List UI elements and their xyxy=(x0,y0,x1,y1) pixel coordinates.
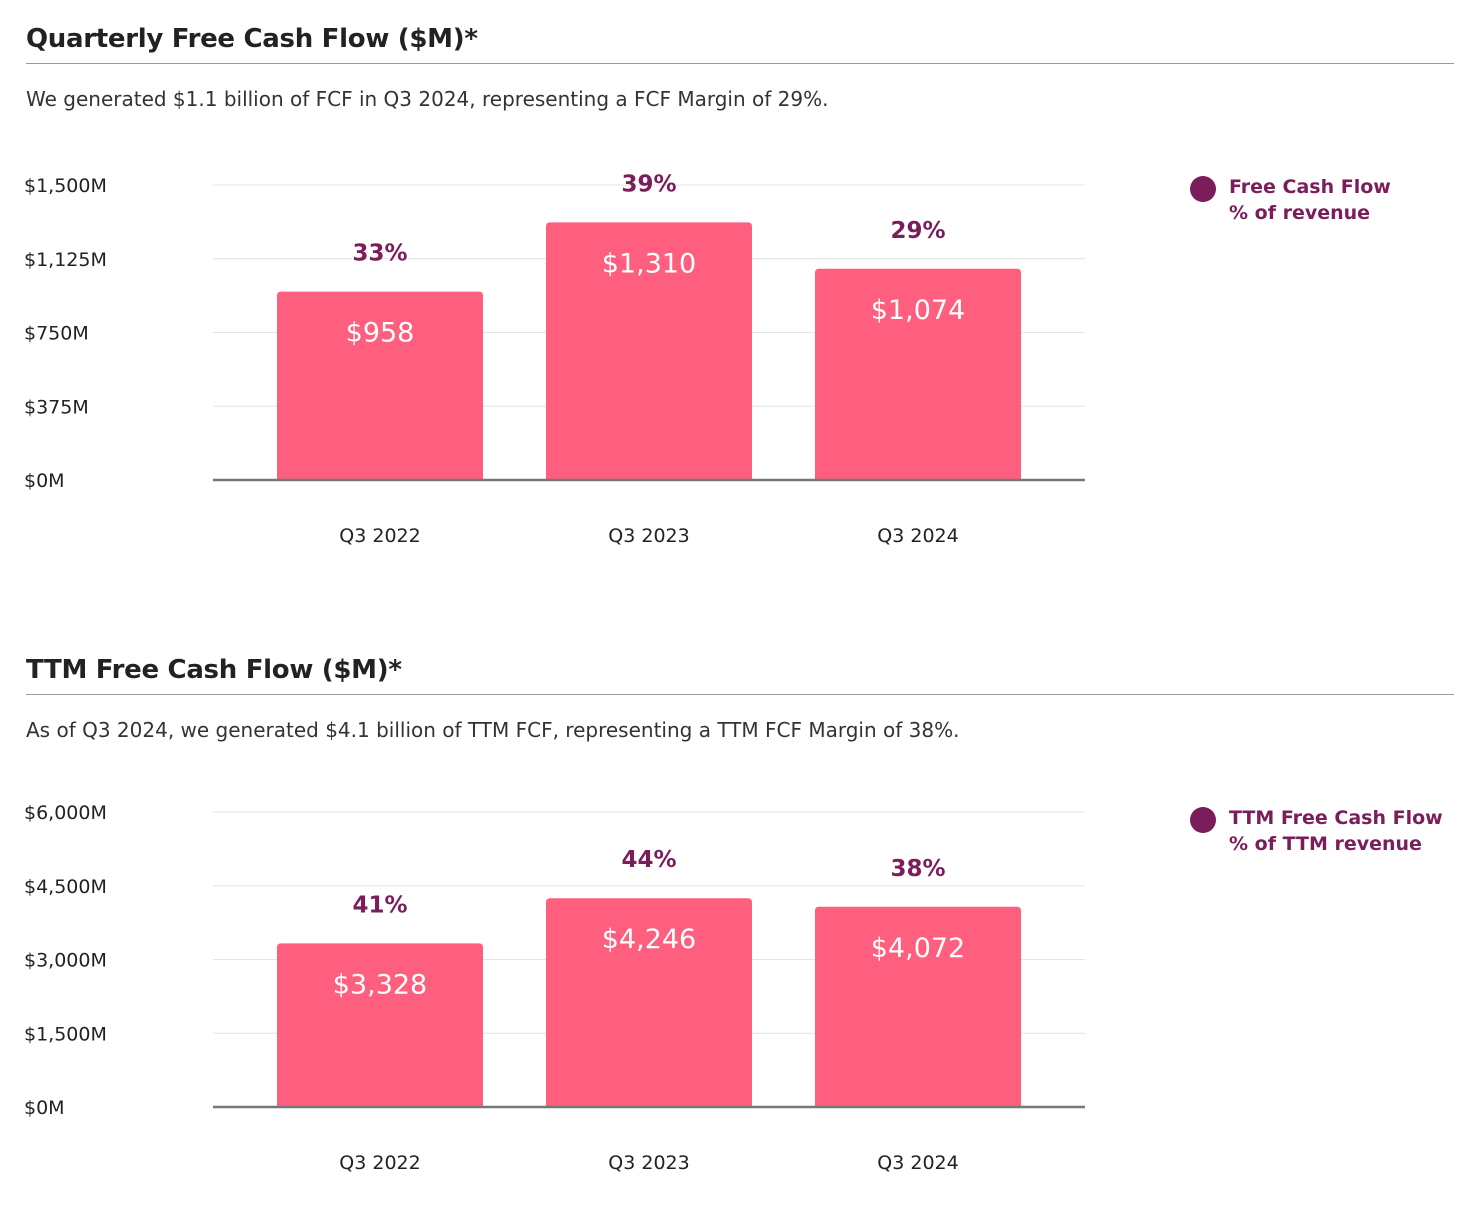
bar-value-label: $3,328 xyxy=(333,969,427,1000)
chart-subtitle: As of Q3 2024, we generated $4.1 billion… xyxy=(26,718,960,742)
y-tick-label: $1,125M xyxy=(24,249,107,271)
percent-label: 39% xyxy=(621,171,676,197)
bar-value-label: $4,072 xyxy=(871,933,965,964)
percent-label: 38% xyxy=(890,856,945,882)
y-tick-label: $1,500M xyxy=(24,175,107,197)
bar-value-label: $1,074 xyxy=(871,295,965,326)
legend-line-series: TTM Free Cash Flow xyxy=(1229,807,1443,829)
bar xyxy=(277,291,483,480)
legend-marker xyxy=(1190,176,1216,202)
bar xyxy=(546,222,752,480)
bar-value-label: $1,310 xyxy=(602,248,696,279)
y-tick-label: $1,500M xyxy=(24,1023,107,1045)
y-tick-label: $750M xyxy=(24,323,89,345)
chart-title: Quarterly Free Cash Flow ($M)* xyxy=(26,24,478,54)
legend-text: TTM Free Cash Flow % of TTM revenue xyxy=(1229,805,1443,857)
x-tick-label: Q3 2023 xyxy=(608,525,689,547)
chart-subtitle: We generated $1.1 billion of FCF in Q3 2… xyxy=(26,87,829,111)
legend-text: Free Cash Flow % of revenue xyxy=(1229,174,1391,226)
bar-value-label: $4,246 xyxy=(602,924,696,955)
bar xyxy=(277,943,483,1107)
quarterly-fcf-section: Quarterly Free Cash Flow ($M)* We genera… xyxy=(0,0,1474,600)
x-tick-label: Q3 2023 xyxy=(608,1152,689,1174)
bar xyxy=(815,268,1021,480)
y-tick-label: $0M xyxy=(24,1097,65,1119)
bar xyxy=(546,898,752,1107)
chart-title: TTM Free Cash Flow ($M)* xyxy=(26,655,402,685)
x-tick-label: Q3 2024 xyxy=(877,525,958,547)
legend-marker xyxy=(1190,807,1216,833)
percent-label: 29% xyxy=(890,218,945,244)
bar-value-label: $958 xyxy=(346,318,415,349)
x-tick-label: Q3 2022 xyxy=(339,525,420,547)
x-tick-label: Q3 2022 xyxy=(339,1152,420,1174)
legend-line-percent: % of revenue xyxy=(1229,202,1371,224)
x-tick-label: Q3 2024 xyxy=(877,1152,958,1174)
legend-line-series: Free Cash Flow xyxy=(1229,176,1391,198)
quarterly-fcf-chart: $0M $375M $750M $1,125M $1,500M $958 33% Q3 202… xyxy=(24,171,1085,547)
y-tick-label: $0M xyxy=(24,470,65,492)
title-divider xyxy=(26,63,1454,64)
bar xyxy=(815,906,1021,1107)
y-tick-label: $3,000M xyxy=(24,950,107,972)
title-divider xyxy=(26,694,1454,695)
y-tick-label: $375M xyxy=(24,396,89,418)
percent-label: 41% xyxy=(352,892,407,918)
legend-line-percent: % of TTM revenue xyxy=(1229,833,1422,855)
y-tick-label: $4,500M xyxy=(24,876,107,898)
percent-label: 44% xyxy=(621,847,676,873)
percent-label: 33% xyxy=(352,241,407,267)
y-tick-label: $6,000M xyxy=(24,802,107,824)
